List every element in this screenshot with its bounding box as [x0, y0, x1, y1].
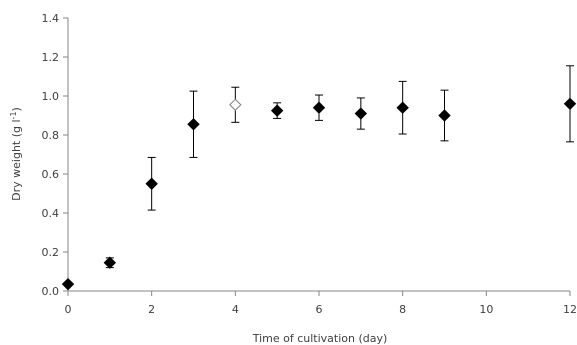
y-tick-label: 0.2: [42, 246, 60, 259]
x-ticks: 0 2 4 6 8 10 12: [65, 291, 577, 316]
data-point: [563, 97, 577, 111]
data-point: [61, 277, 75, 291]
data-point: [354, 107, 368, 120]
y-axis-title-superscript: -1: [9, 111, 18, 119]
x-tick-label: 6: [316, 303, 323, 316]
x-tick-label: 12: [563, 303, 577, 316]
x-tick-label: 0: [65, 303, 72, 316]
x-axis-title: Time of cultivation (day): [252, 332, 388, 345]
data-points: [61, 65, 577, 291]
y-ticks: 0.0 0.2 0.4 0.6 0.8 1.0 1.2 1.4: [42, 12, 68, 298]
data-point: [312, 101, 326, 114]
y-tick-label: 1.0: [42, 90, 60, 103]
y-tick-label: 0.8: [42, 129, 60, 142]
x-tick-label: 8: [399, 303, 406, 316]
data-point: [270, 104, 284, 117]
data-point: [145, 177, 158, 190]
data-point: [438, 109, 451, 122]
y-tick-label: 0.0: [42, 285, 60, 298]
data-point: [396, 101, 409, 114]
y-axis-title-close: ): [10, 107, 23, 111]
x-tick-label: 4: [232, 303, 239, 316]
y-tick-label: 0.4: [42, 207, 60, 220]
y-axis-title: Dry weight (g l-1): [9, 107, 23, 201]
x-tick-label: 2: [148, 303, 155, 316]
axes: [67, 18, 570, 292]
data-point: [187, 118, 200, 131]
data-point-hollow: [229, 98, 242, 111]
y-axis-title-main: Dry weight (g l: [10, 119, 23, 200]
data-point: [103, 256, 117, 269]
y-tick-label: 0.6: [42, 168, 60, 181]
y-tick-label: 1.4: [42, 12, 60, 25]
y-tick-label: 1.2: [42, 51, 60, 64]
x-tick-label: 10: [479, 303, 493, 316]
